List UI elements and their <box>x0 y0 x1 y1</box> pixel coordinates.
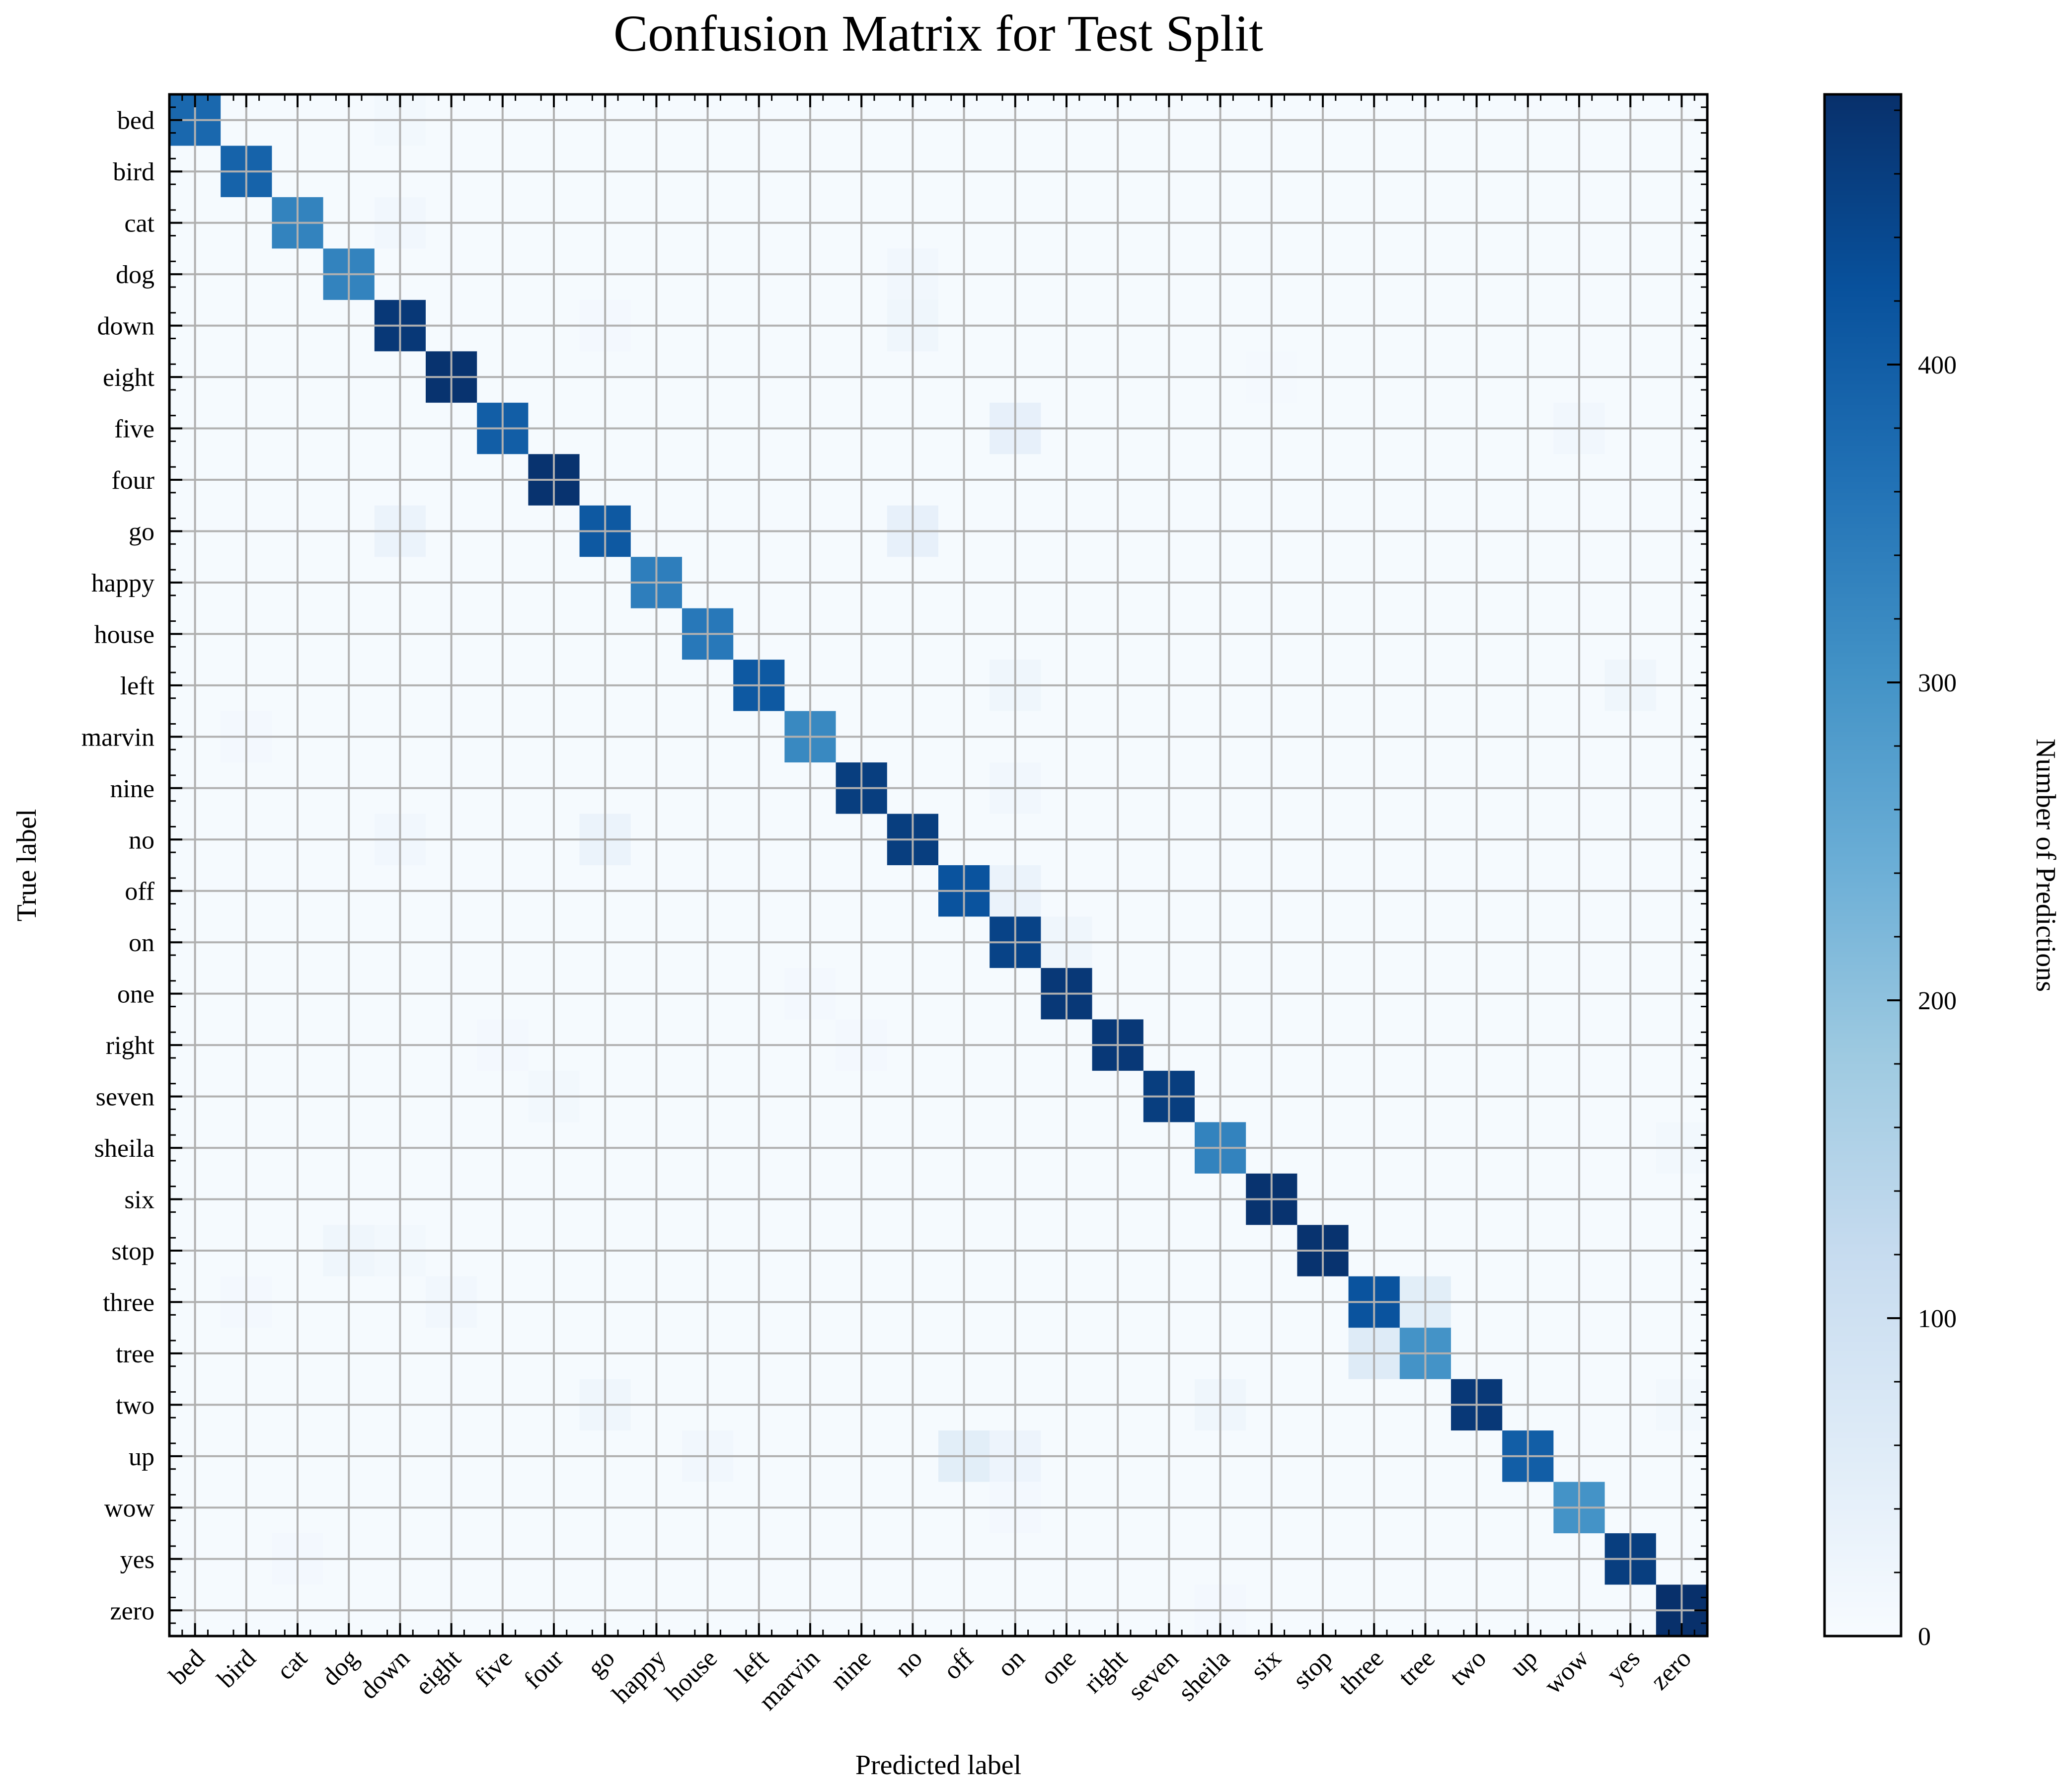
x-tick-label: no <box>890 1644 928 1682</box>
x-tick-label: bed <box>164 1644 210 1690</box>
y-tick-label: eight <box>103 364 155 392</box>
x-tick-label: sheila <box>1173 1644 1235 1707</box>
x-tick-label: house <box>660 1644 723 1707</box>
colorbar-tick-label: 300 <box>1918 669 1957 697</box>
x-tick-label: eight <box>410 1644 466 1701</box>
y-tick-label: bird <box>113 158 154 186</box>
x-tick-label: zero <box>1645 1644 1697 1696</box>
y-tick-label: right <box>106 1032 155 1060</box>
x-tick-label: one <box>1035 1644 1081 1690</box>
y-axis-label: True label <box>11 809 42 922</box>
y-tick-label: wow <box>104 1494 155 1522</box>
x-tick-label: two <box>1445 1644 1492 1691</box>
x-tick-label: wow <box>1539 1644 1595 1700</box>
y-tick-label: marvin <box>81 723 154 751</box>
colorbar-tick-label: 200 <box>1918 987 1957 1015</box>
x-tick-label: up <box>1505 1644 1543 1682</box>
colorbar-tick-label: 100 <box>1918 1305 1957 1333</box>
y-tick-label: one <box>117 980 154 1009</box>
y-tick-label: tree <box>116 1340 154 1368</box>
y-tick-label: off <box>125 878 154 906</box>
y-tick-label: nine <box>110 775 154 803</box>
y-tick-label: stop <box>111 1237 154 1266</box>
y-tick-label: zero <box>110 1597 154 1625</box>
y-tick-labels: bed bird cat dog down eight five four go happy hou… <box>81 107 155 1626</box>
colorbar-ticks: 0 100 200 300 400 <box>1887 109 1957 1651</box>
colorbar <box>1823 93 1903 1638</box>
colorbar-label: Number of Predictions <box>2030 739 2057 992</box>
y-tick-label: yes <box>120 1546 154 1574</box>
y-tick-label: happy <box>91 569 154 597</box>
x-tick-label: down <box>355 1644 415 1705</box>
y-tick-label: down <box>97 312 154 341</box>
plot-frame <box>168 93 1709 1638</box>
x-tick-label: yes <box>1601 1644 1645 1688</box>
y-tick-label: left <box>120 672 155 700</box>
x-tick-label: cat <box>271 1644 313 1686</box>
colorbar-tick-label: 400 <box>1918 351 1957 379</box>
y-tick-label: no <box>129 826 154 854</box>
x-tick-label: six <box>1245 1644 1287 1685</box>
y-tick-label: sheila <box>94 1134 154 1163</box>
x-axis-label: Predicted label <box>855 1750 1021 1781</box>
y-tick-label: seven <box>96 1083 154 1112</box>
x-tick-label: five <box>469 1644 518 1692</box>
x-tick-label: right <box>1078 1644 1133 1699</box>
x-tick-label: nine <box>825 1644 877 1696</box>
y-tick-label: bed <box>117 107 154 135</box>
y-tick-label: on <box>129 929 154 957</box>
y-tick-label: go <box>129 518 154 546</box>
x-tick-label: four <box>519 1644 569 1695</box>
x-tick-label: on <box>992 1644 1030 1682</box>
y-tick-label: four <box>111 466 154 495</box>
x-tick-label: happy <box>607 1644 672 1709</box>
y-tick-label: up <box>129 1443 154 1471</box>
x-tick-label: bird <box>212 1644 262 1694</box>
x-tick-label: tree <box>1393 1644 1440 1691</box>
y-tick-label: six <box>124 1186 154 1214</box>
chart-title: Confusion Matrix for Test Split <box>613 5 1263 62</box>
colorbar-tick-label: 0 <box>1918 1623 1931 1651</box>
y-tick-label: three <box>103 1288 154 1317</box>
y-tick-label: five <box>114 415 154 444</box>
x-tick-label: go <box>582 1644 620 1682</box>
grid-lines <box>169 94 1707 1636</box>
x-tick-label: off <box>938 1644 980 1685</box>
y-tick-label: two <box>116 1391 154 1419</box>
x-tick-label: seven <box>1123 1644 1184 1706</box>
y-tick-label: house <box>94 620 154 649</box>
x-tick-label: stop <box>1288 1644 1338 1695</box>
x-tick-label: three <box>1333 1644 1389 1701</box>
y-tick-label: cat <box>124 210 154 238</box>
y-tick-label: dog <box>116 261 154 289</box>
